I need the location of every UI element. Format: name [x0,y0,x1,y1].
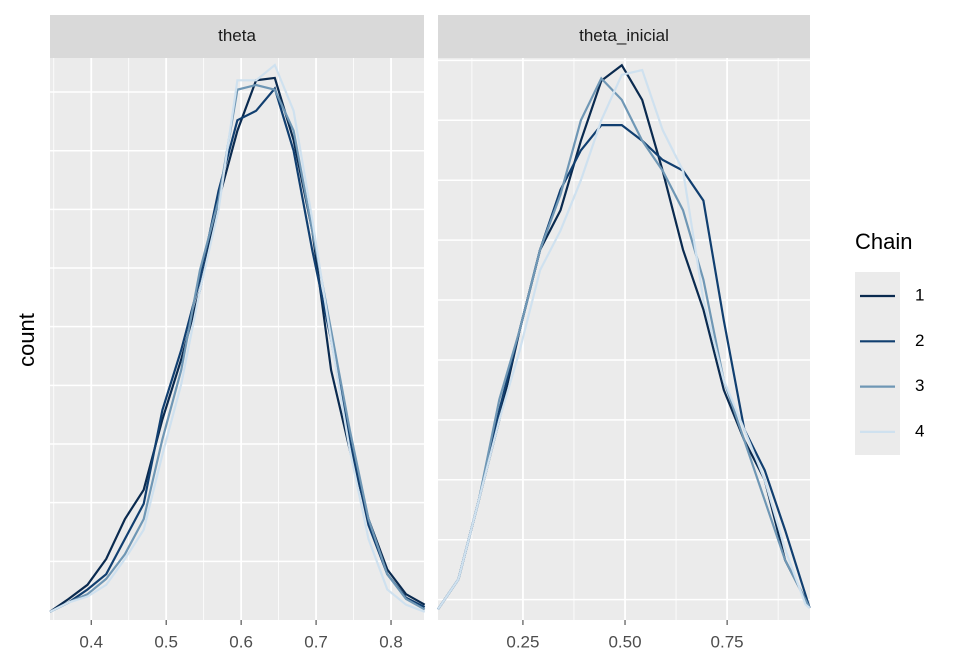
density-line [437,124,811,610]
x-tick-label: 0.50 [608,632,641,651]
y-axis-label: count [14,313,39,367]
x-tick-label: 0.8 [379,632,403,651]
legend-label: 2 [915,331,924,350]
panel-background [438,58,810,620]
strip [50,15,424,58]
density-line [437,76,811,610]
strip-title: theta_inicial [579,26,669,45]
density-line [49,83,426,613]
legend-label: 3 [915,376,924,395]
density-line [49,86,426,613]
x-tick-label: 0.75 [711,632,744,651]
x-tick-label: 0.5 [154,632,178,651]
strip [438,15,810,58]
density-line [437,68,811,610]
x-tick-label: 0.4 [79,632,103,651]
density-line [49,63,426,613]
x-tick-label: 0.7 [304,632,328,651]
legend-title: Chain [855,229,912,254]
legend-label: 1 [915,285,924,304]
legend-key-background [855,272,900,455]
panel-background [50,58,424,620]
strip-title: theta [218,26,256,45]
x-tick-label: 0.6 [229,632,253,651]
legend-label: 4 [915,421,924,440]
x-tick-label: 0.25 [506,632,539,651]
